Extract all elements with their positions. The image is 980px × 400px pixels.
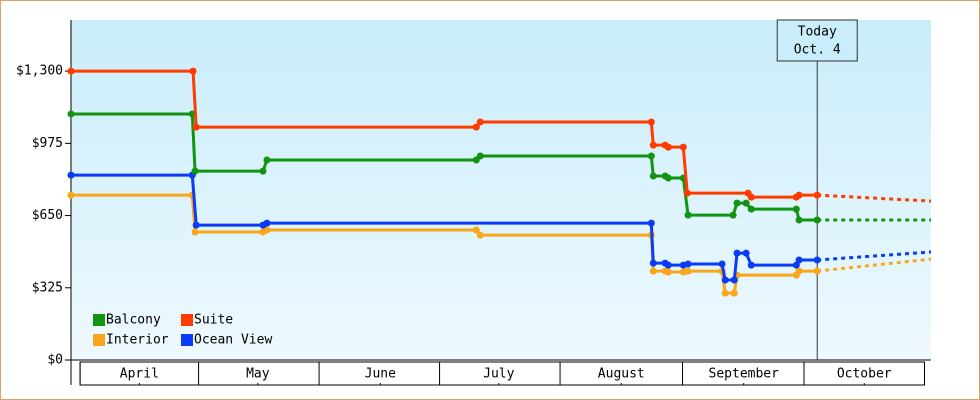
point: [192, 123, 200, 131]
point: [647, 118, 655, 126]
forecast-segment: [817, 257, 932, 273]
point: [792, 261, 800, 269]
point: [729, 211, 737, 219]
y-tick-label: $975: [32, 136, 63, 151]
point: [795, 256, 803, 264]
point: [664, 174, 672, 182]
point: [795, 267, 803, 275]
line-segment: [681, 177, 690, 216]
point: [664, 143, 672, 151]
forecast-segment: [817, 250, 932, 262]
point: [476, 118, 484, 126]
line-segment: [190, 113, 197, 172]
point: [733, 249, 741, 257]
point: [813, 256, 821, 264]
point: [679, 143, 687, 151]
point: [67, 110, 75, 118]
point: [718, 260, 726, 268]
point: [721, 289, 729, 297]
point: [795, 216, 803, 224]
point: [192, 221, 200, 229]
point: [792, 205, 800, 213]
point: [67, 171, 75, 179]
y-tick-label: $325: [32, 280, 63, 295]
line-segment: [732, 252, 739, 281]
line-segment: [190, 174, 198, 226]
point: [730, 276, 738, 284]
point: [730, 289, 738, 297]
x-tick-label: August: [598, 367, 645, 382]
legend-swatch: [181, 334, 193, 346]
x-tick-label: June: [365, 367, 396, 382]
point: [813, 267, 821, 275]
point: [684, 260, 692, 268]
legend-label: Suite: [194, 313, 233, 328]
point: [649, 172, 657, 180]
x-tick-label: April: [120, 367, 159, 382]
point: [664, 261, 672, 269]
point: [747, 261, 755, 269]
point: [742, 199, 750, 207]
point: [67, 67, 75, 75]
point: [664, 268, 672, 276]
legend-swatch: [93, 314, 105, 326]
point: [721, 276, 729, 284]
point: [191, 167, 199, 175]
forecast-segment: [817, 193, 932, 203]
point: [649, 267, 657, 275]
point: [742, 249, 750, 257]
point: [191, 228, 199, 236]
point: [67, 191, 75, 199]
today-label: Today: [798, 25, 837, 40]
today-label: Oct. 4: [794, 43, 841, 58]
point: [647, 152, 655, 160]
point: [476, 231, 484, 239]
point: [813, 191, 821, 199]
x-tick-label: May: [246, 367, 270, 382]
legend-label: Interior: [106, 333, 169, 348]
legend-swatch: [93, 334, 105, 346]
point: [189, 67, 197, 75]
legend-label: Balcony: [106, 313, 161, 328]
point: [747, 205, 755, 213]
y-tick-label: $650: [32, 208, 63, 223]
point: [472, 226, 480, 234]
point: [683, 189, 691, 197]
point: [259, 167, 267, 175]
point: [263, 226, 271, 234]
point: [684, 267, 692, 275]
point: [747, 193, 755, 201]
x-tick-label: September: [709, 367, 780, 382]
point: [472, 123, 480, 131]
legend-swatch: [181, 314, 193, 326]
point: [647, 219, 655, 227]
point: [795, 191, 803, 199]
line-segment: [649, 223, 655, 264]
x-tick-label: July: [483, 367, 514, 382]
line-segment: [681, 146, 689, 194]
today-box: [776, 19, 858, 62]
y-tick-label: $0: [47, 353, 63, 368]
x-tick-label: October: [837, 367, 892, 382]
point: [733, 199, 741, 207]
plot-area: [71, 20, 931, 360]
point: [813, 216, 821, 224]
point: [684, 211, 692, 219]
point: [649, 259, 657, 267]
legend-label: Ocean View: [194, 333, 272, 348]
point: [263, 156, 271, 164]
line-segment: [649, 121, 655, 146]
line-segment: [191, 71, 198, 128]
point: [649, 141, 657, 149]
point: [263, 219, 271, 227]
y-tick-label: $1,300: [16, 64, 63, 79]
point: [476, 152, 484, 160]
